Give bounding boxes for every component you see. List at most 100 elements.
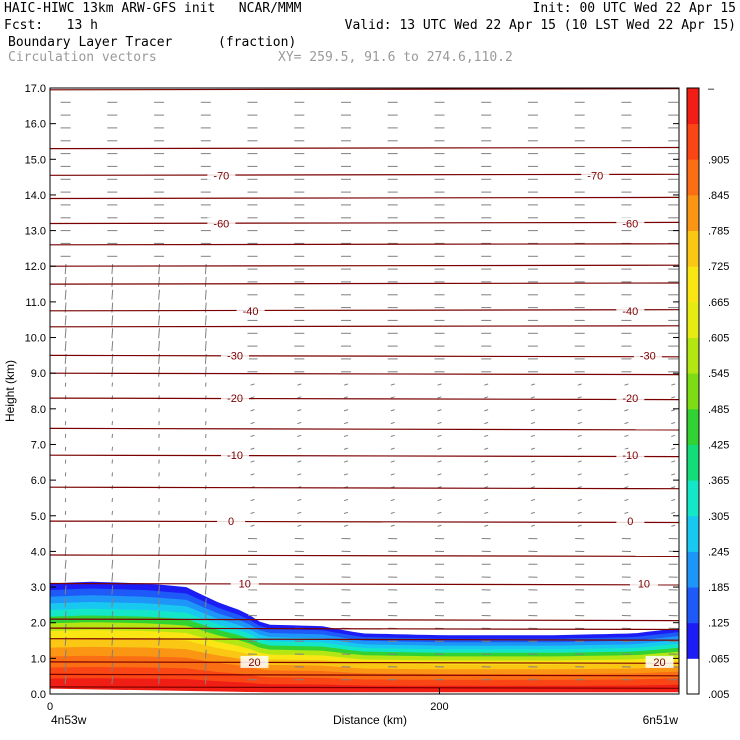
- vector-arrow: [437, 396, 442, 399]
- vector-arrow: [250, 498, 255, 502]
- vector-arrow: [577, 383, 582, 386]
- vector-arrow: [64, 585, 67, 595]
- colorbar-label: .065: [708, 653, 729, 665]
- x-right-location: 6n51w: [643, 713, 679, 727]
- contour-label: -10: [622, 450, 638, 462]
- vector-arrow: [297, 409, 302, 412]
- contour-line: [50, 173, 679, 176]
- contour-line: [50, 520, 679, 524]
- vector-arrow: [250, 421, 255, 425]
- contour-line: [50, 309, 679, 312]
- terrain-strip: [50, 688, 679, 694]
- contour-label-bg: [221, 349, 249, 362]
- vector-arrow: [484, 421, 489, 425]
- vector-arrow: [390, 383, 395, 386]
- vector-arrow: [204, 598, 207, 608]
- contour-label: 0: [627, 516, 633, 528]
- vector-arrow: [624, 409, 629, 412]
- vector-arrow: [530, 511, 535, 514]
- vector-arrow: [64, 546, 67, 556]
- forecast-hour: Fcst: 13 h: [4, 18, 98, 33]
- axes: 0.0 1.0 2.0 3.0 4.0 5.0 6.0 7.0 8.0 9.0 10.0 11.0 12…: [25, 83, 679, 713]
- vector-arrow: [624, 421, 629, 425]
- y-tick-label: 10.0: [25, 333, 46, 345]
- vector-arrow: [158, 328, 160, 339]
- vector-arrow: [158, 598, 160, 608]
- y-tick-label: 8.0: [31, 404, 46, 416]
- colorbar-label: .305: [708, 511, 729, 523]
- colorbar-swatch: [687, 266, 699, 303]
- contour-label-bg: [616, 217, 645, 230]
- xy-label: XY= 259.5, 91.6 to 274.6,110.2: [278, 50, 513, 65]
- contour-label: -20: [622, 393, 638, 405]
- vector-arrow: [484, 434, 489, 437]
- vector-arrow: [111, 289, 114, 300]
- vector-arrow: [530, 486, 535, 489]
- vector-arrow: [250, 409, 255, 412]
- vector-arrow: [343, 421, 349, 425]
- vector-arrow: [484, 396, 489, 399]
- vector-arrow: [671, 524, 676, 527]
- vector-arrow: [158, 636, 160, 646]
- vector-arrow: [204, 611, 207, 621]
- contour-line: [50, 618, 679, 622]
- vector-arrow: [64, 366, 67, 377]
- vector-arrow: [204, 341, 207, 352]
- vector-arrow: [204, 585, 207, 595]
- vector-arrow: [204, 315, 207, 326]
- vector-arrow: [204, 546, 207, 556]
- contour-line: [50, 638, 679, 641]
- vector-arrow: [484, 498, 489, 502]
- contour-label: -60: [622, 218, 638, 230]
- contour-label: 0: [228, 516, 234, 528]
- colorbar-label: .785: [708, 226, 729, 238]
- colorbar-label: .485: [708, 404, 729, 416]
- vector-arrow: [390, 498, 395, 502]
- contour-line: [50, 243, 679, 246]
- colorbar-label: .665: [708, 297, 729, 309]
- x-tick-label: 0: [47, 701, 53, 713]
- vector-arrow: [297, 396, 302, 399]
- vector-arrow: [437, 447, 442, 450]
- vector-arrow: [671, 409, 676, 412]
- contour-label-bg: [221, 449, 249, 462]
- vector-arrow: [577, 473, 582, 476]
- vector-arrow: [250, 396, 255, 399]
- contour-line: [50, 282, 679, 285]
- valid-time: Valid: 13 UTC Wed 22 Apr 15 (10 LST Wed …: [344, 18, 736, 33]
- vector-arrow: [111, 315, 114, 326]
- vector-arrow: [390, 511, 395, 514]
- contour-line: [50, 454, 679, 458]
- vector-arrow: [437, 473, 442, 476]
- contour-label: -70: [587, 170, 603, 182]
- vector-arrow: [297, 498, 302, 502]
- vector-arrow: [437, 434, 442, 437]
- vector-arrow: [577, 486, 582, 489]
- y-tick-label: 1.0: [31, 653, 46, 665]
- colorbar-label: .245: [708, 546, 729, 558]
- vector-arrow: [111, 662, 114, 672]
- vector-arrow: [158, 662, 160, 672]
- y-tick-label: 4.0: [31, 546, 46, 558]
- contour-label-bg: [629, 577, 658, 590]
- chart-title-line: HAIC-HIWC 13km ARW-GFS init NCAR/MMM: [4, 1, 302, 16]
- vector-arrow: [111, 546, 114, 556]
- vector-arrow: [484, 447, 489, 450]
- vector-arrow: [343, 383, 349, 386]
- vector-arrow: [158, 315, 160, 326]
- vector-arrow: [343, 511, 349, 514]
- vector-arrow: [390, 396, 395, 399]
- vector-arrow: [671, 396, 676, 399]
- vector-arrow: [484, 383, 489, 386]
- y-tick-label: 12.0: [25, 261, 46, 273]
- contour-label-bg: [616, 449, 645, 462]
- contour-label: -20: [227, 393, 243, 405]
- colorbar-label: .005: [708, 689, 729, 701]
- vector-arrow: [624, 434, 629, 437]
- vector-arrow: [577, 498, 582, 502]
- colorbar-label: .425: [708, 440, 729, 452]
- colorbar-label: .845: [708, 190, 729, 202]
- vector-arrow: [111, 675, 114, 685]
- vector-arrow: [530, 447, 535, 450]
- vector-arrow: [204, 289, 207, 300]
